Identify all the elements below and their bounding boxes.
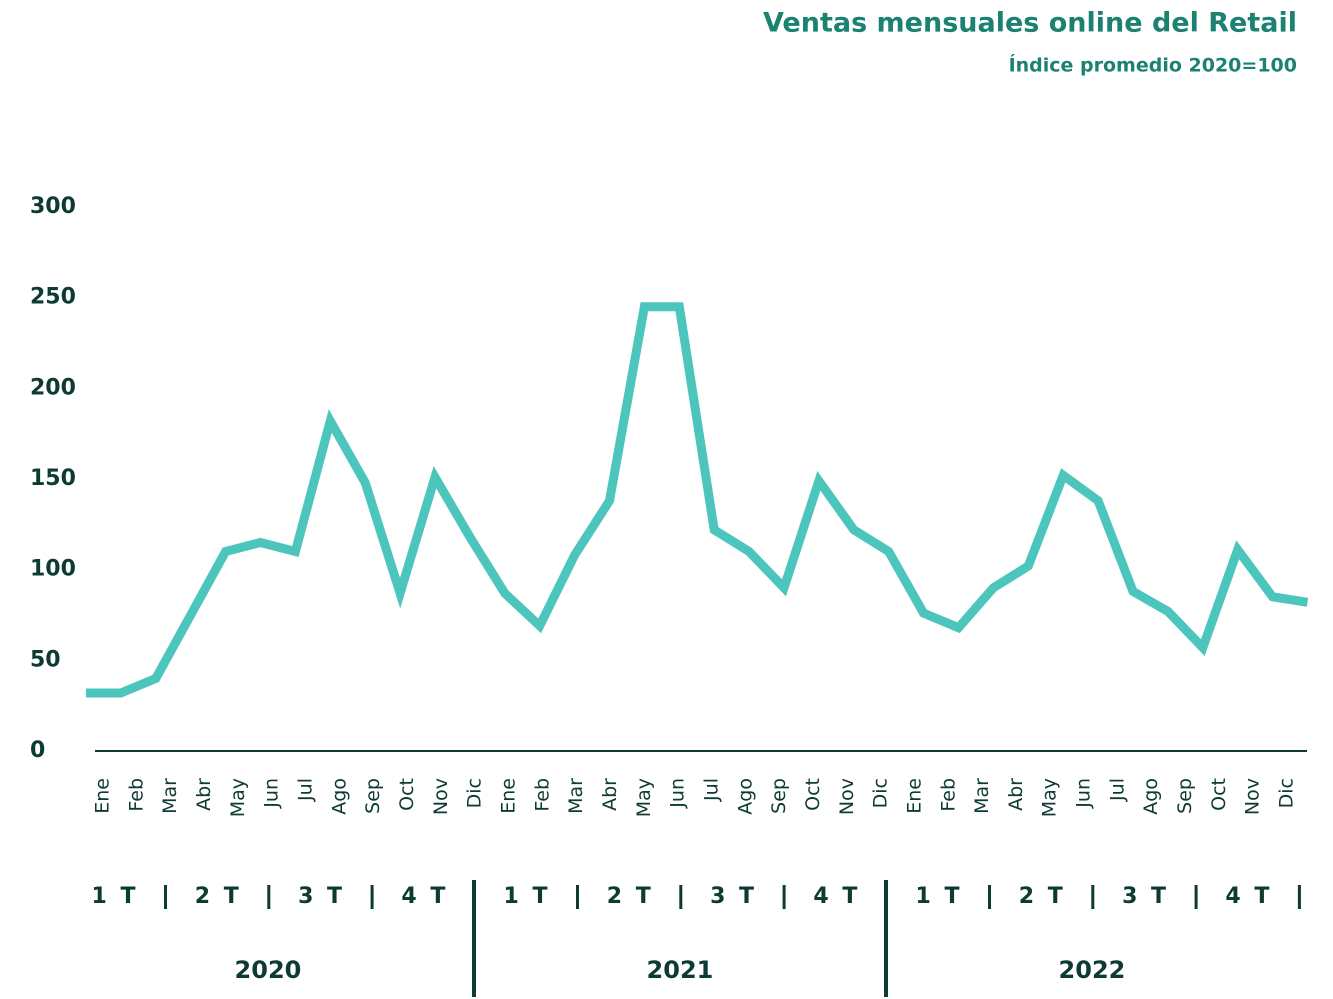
x-tick-label: Dic — [464, 778, 486, 808]
quarter-label: 3 T — [1122, 884, 1169, 909]
quarter-label: 2 T — [195, 884, 242, 909]
quarter-label: 1 T — [504, 884, 551, 909]
x-tick-label: Abr — [1005, 778, 1027, 811]
x-tick-label: Dic — [870, 778, 892, 808]
quarter-label: 1 T — [916, 884, 963, 909]
x-tick-label: May — [227, 778, 249, 817]
x-tick-label: Nov — [1242, 778, 1264, 815]
x-tick-label: Ago — [1140, 778, 1162, 815]
x-tick-label: Jul — [294, 778, 316, 802]
x-tick-label: Ago — [328, 778, 350, 815]
x-tick-label: Nov — [836, 778, 858, 815]
x-tick-label: Feb — [125, 778, 147, 812]
x-tick-label: Ago — [734, 778, 756, 815]
y-tick-label: 250 — [30, 285, 76, 310]
y-tick-label: 50 — [30, 647, 61, 672]
quarter-label: 4 T — [401, 884, 448, 909]
quarter-separator — [576, 885, 579, 909]
quarter-separator — [782, 885, 786, 909]
x-tick-label: May — [1039, 778, 1061, 817]
quarter-label: 4 T — [813, 884, 860, 909]
x-tick-label: Feb — [937, 778, 959, 812]
x-tick-label: Oct — [802, 778, 824, 811]
chart-title: Ventas mensuales online del Retail — [763, 8, 1297, 39]
quarter-label: 3 T — [298, 884, 345, 909]
y-tick-label: 0 — [30, 738, 45, 763]
x-tick-label: Abr — [599, 778, 621, 811]
x-tick-label: Sep — [1174, 778, 1196, 814]
x-tick-label: May — [633, 778, 655, 817]
x-tick-label: Mar — [565, 778, 587, 814]
x-tick-label: Oct — [1208, 778, 1230, 811]
x-tick-label: Mar — [159, 778, 181, 814]
year-label: 2022 — [1059, 956, 1126, 984]
quarter-label: 2 T — [607, 884, 654, 909]
quarter-separator — [164, 885, 167, 909]
year-label: 2021 — [647, 956, 714, 984]
quarter-label: 1 T — [92, 884, 139, 909]
quarter-separator — [1194, 885, 1198, 909]
x-tick-label: Jun — [261, 778, 283, 809]
x-tick-label: Dic — [1276, 778, 1298, 808]
x-tick-label: Jul — [700, 778, 722, 802]
quarter-separator — [370, 885, 374, 909]
y-tick-label: 100 — [30, 557, 76, 582]
quarter-label: 3 T — [710, 884, 757, 909]
quarter-separator — [1297, 885, 1301, 909]
x-tick-label: Jul — [1106, 778, 1128, 802]
x-tick-label: Ene — [92, 778, 114, 814]
x-tick-label: Jun — [1073, 778, 1095, 809]
quarter-separator — [679, 885, 683, 909]
year-label: 2020 — [235, 956, 302, 984]
data-line — [86, 302, 1309, 698]
y-tick-label: 200 — [30, 375, 76, 400]
x-tick-label: Mar — [971, 778, 993, 814]
x-tick-label: Feb — [531, 778, 553, 812]
x-tick-label: Sep — [362, 778, 384, 814]
quarter-separator — [267, 885, 271, 909]
quarter-label: 4 T — [1225, 884, 1272, 909]
x-tick-label: Abr — [193, 778, 215, 811]
x-tick-label: Oct — [396, 778, 418, 811]
x-tick-label: Ene — [497, 778, 519, 814]
x-tick-label: Ene — [903, 778, 925, 814]
x-tick-label: Nov — [430, 778, 452, 815]
quarter-separator — [988, 885, 991, 909]
x-tick-label: Sep — [768, 778, 790, 814]
y-tick-label: 300 — [30, 194, 76, 219]
quarter-separator — [1091, 885, 1095, 909]
chart-subtitle: Índice promedio 2020=100 — [1009, 54, 1297, 77]
quarter-label: 2 T — [1019, 884, 1066, 909]
y-tick-label: 150 — [30, 466, 76, 491]
x-tick-label: Jun — [667, 778, 689, 809]
